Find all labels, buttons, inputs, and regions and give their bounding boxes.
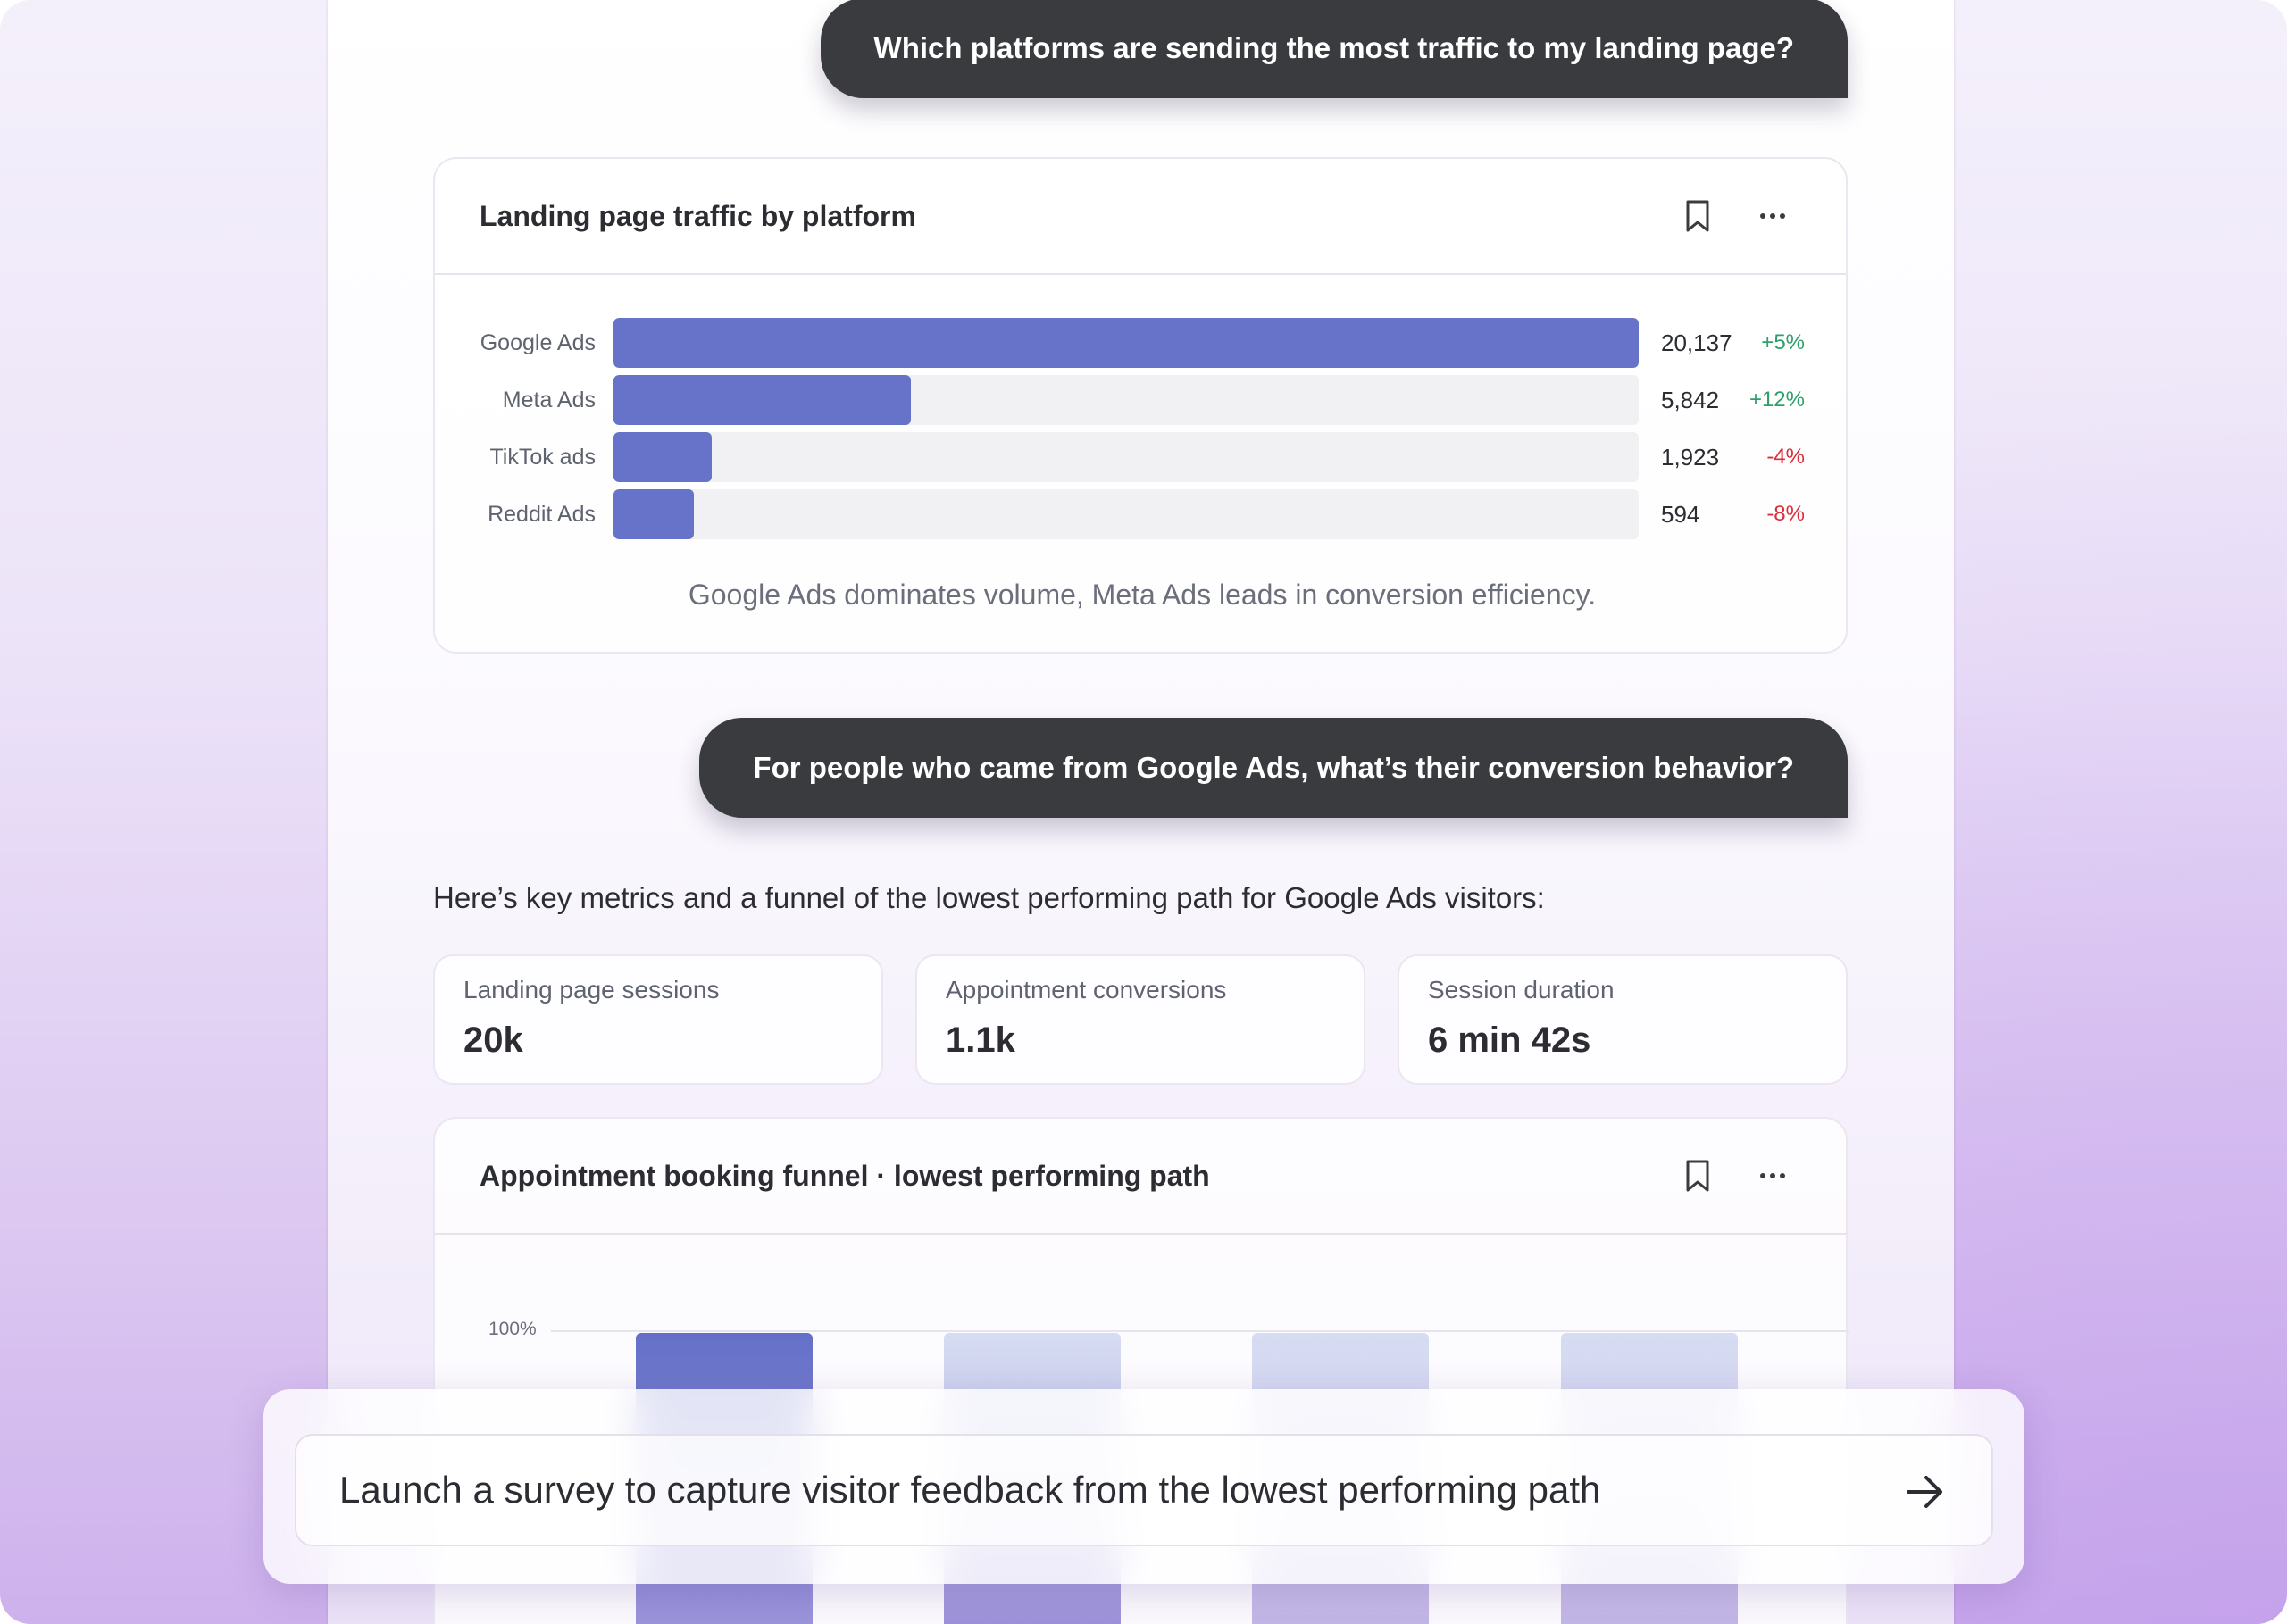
card-title: Landing page traffic by platform bbox=[480, 199, 916, 232]
bar-category-label: Google Ads bbox=[480, 330, 596, 355]
more-horizontal-icon[interactable] bbox=[1753, 196, 1792, 236]
metric-value: 20k bbox=[463, 1020, 523, 1060]
prompt-text: Launch a survey to capture visitor feedb… bbox=[339, 1469, 1601, 1511]
card-header: Landing page traffic by platform bbox=[435, 159, 1846, 275]
bar-change-label: -4% bbox=[1766, 445, 1805, 469]
bar-category-label: TikTok ads bbox=[489, 445, 596, 470]
metric-label: Appointment conversions bbox=[946, 976, 1227, 1004]
bar-fill bbox=[613, 318, 1639, 368]
bar-track bbox=[613, 375, 1639, 425]
user-message-text: For people who came from Google Ads, wha… bbox=[753, 751, 1794, 784]
bar-change-label: -8% bbox=[1766, 502, 1805, 526]
bar-fill bbox=[613, 432, 712, 482]
funnel-gridline bbox=[551, 1330, 1849, 1332]
traffic-chart-card: Landing page traffic by platform Google … bbox=[433, 157, 1848, 654]
prompt-input[interactable]: Launch a survey to capture visitor feedb… bbox=[295, 1434, 1993, 1546]
bar-value-label: 5,842 bbox=[1661, 387, 1720, 413]
bar-fill bbox=[613, 375, 912, 425]
chat-canvas: Which platforms are sending the most tra… bbox=[328, 0, 1954, 1624]
bar-fill bbox=[613, 489, 694, 539]
more-horizontal-icon[interactable] bbox=[1753, 1156, 1792, 1195]
prompt-composer: Launch a survey to capture visitor feedb… bbox=[263, 1389, 2024, 1584]
bar-row: Reddit Ads 594 -8% bbox=[435, 489, 1849, 539]
card-header: Appointment booking funnel · lowest perf… bbox=[435, 1119, 1846, 1235]
bookmark-icon[interactable] bbox=[1678, 196, 1717, 236]
metric-card: Session duration 6 min 42s bbox=[1398, 954, 1848, 1085]
metric-value: 6 min 42s bbox=[1428, 1020, 1591, 1060]
bar-track bbox=[613, 318, 1639, 368]
card-title: Appointment booking funnel · lowest perf… bbox=[480, 1159, 1210, 1192]
chart-caption: Google Ads dominates volume, Meta Ads le… bbox=[688, 579, 1597, 611]
bar-value-label: 594 bbox=[1661, 501, 1700, 528]
bar-row: Meta Ads 5,842 +12% bbox=[435, 375, 1849, 425]
metric-label: Session duration bbox=[1428, 976, 1615, 1004]
bar-value-label: 20,137 bbox=[1661, 329, 1732, 356]
arrow-right-icon[interactable] bbox=[1899, 1465, 1952, 1519]
bar-row: TikTok ads 1,923 -4% bbox=[435, 432, 1849, 482]
bar-value-label: 1,923 bbox=[1661, 444, 1720, 471]
bar-track bbox=[613, 489, 1639, 539]
assistant-intro-text: Here’s key metrics and a funnel of the l… bbox=[433, 881, 1545, 914]
bar-category-label: Meta Ads bbox=[502, 387, 596, 412]
bar-category-label: Reddit Ads bbox=[488, 502, 596, 527]
user-message-bubble: For people who came from Google Ads, wha… bbox=[699, 718, 1848, 818]
user-message-text: Which platforms are sending the most tra… bbox=[873, 31, 1794, 64]
metric-label: Landing page sessions bbox=[463, 976, 720, 1004]
metric-value: 1.1k bbox=[946, 1020, 1015, 1060]
bar-change-label: +5% bbox=[1761, 330, 1805, 354]
bookmark-icon[interactable] bbox=[1678, 1156, 1717, 1195]
user-message-bubble: Which platforms are sending the most tra… bbox=[820, 0, 1848, 98]
bar-row: Google Ads 20,137 +5% bbox=[435, 318, 1849, 368]
metric-card: Landing page sessions 20k bbox=[433, 954, 883, 1085]
funnel-ytick-label: 100% bbox=[488, 1319, 537, 1339]
bar-change-label: +12% bbox=[1749, 387, 1805, 412]
metric-card: Appointment conversions 1.1k bbox=[915, 954, 1365, 1085]
bar-track bbox=[613, 432, 1639, 482]
